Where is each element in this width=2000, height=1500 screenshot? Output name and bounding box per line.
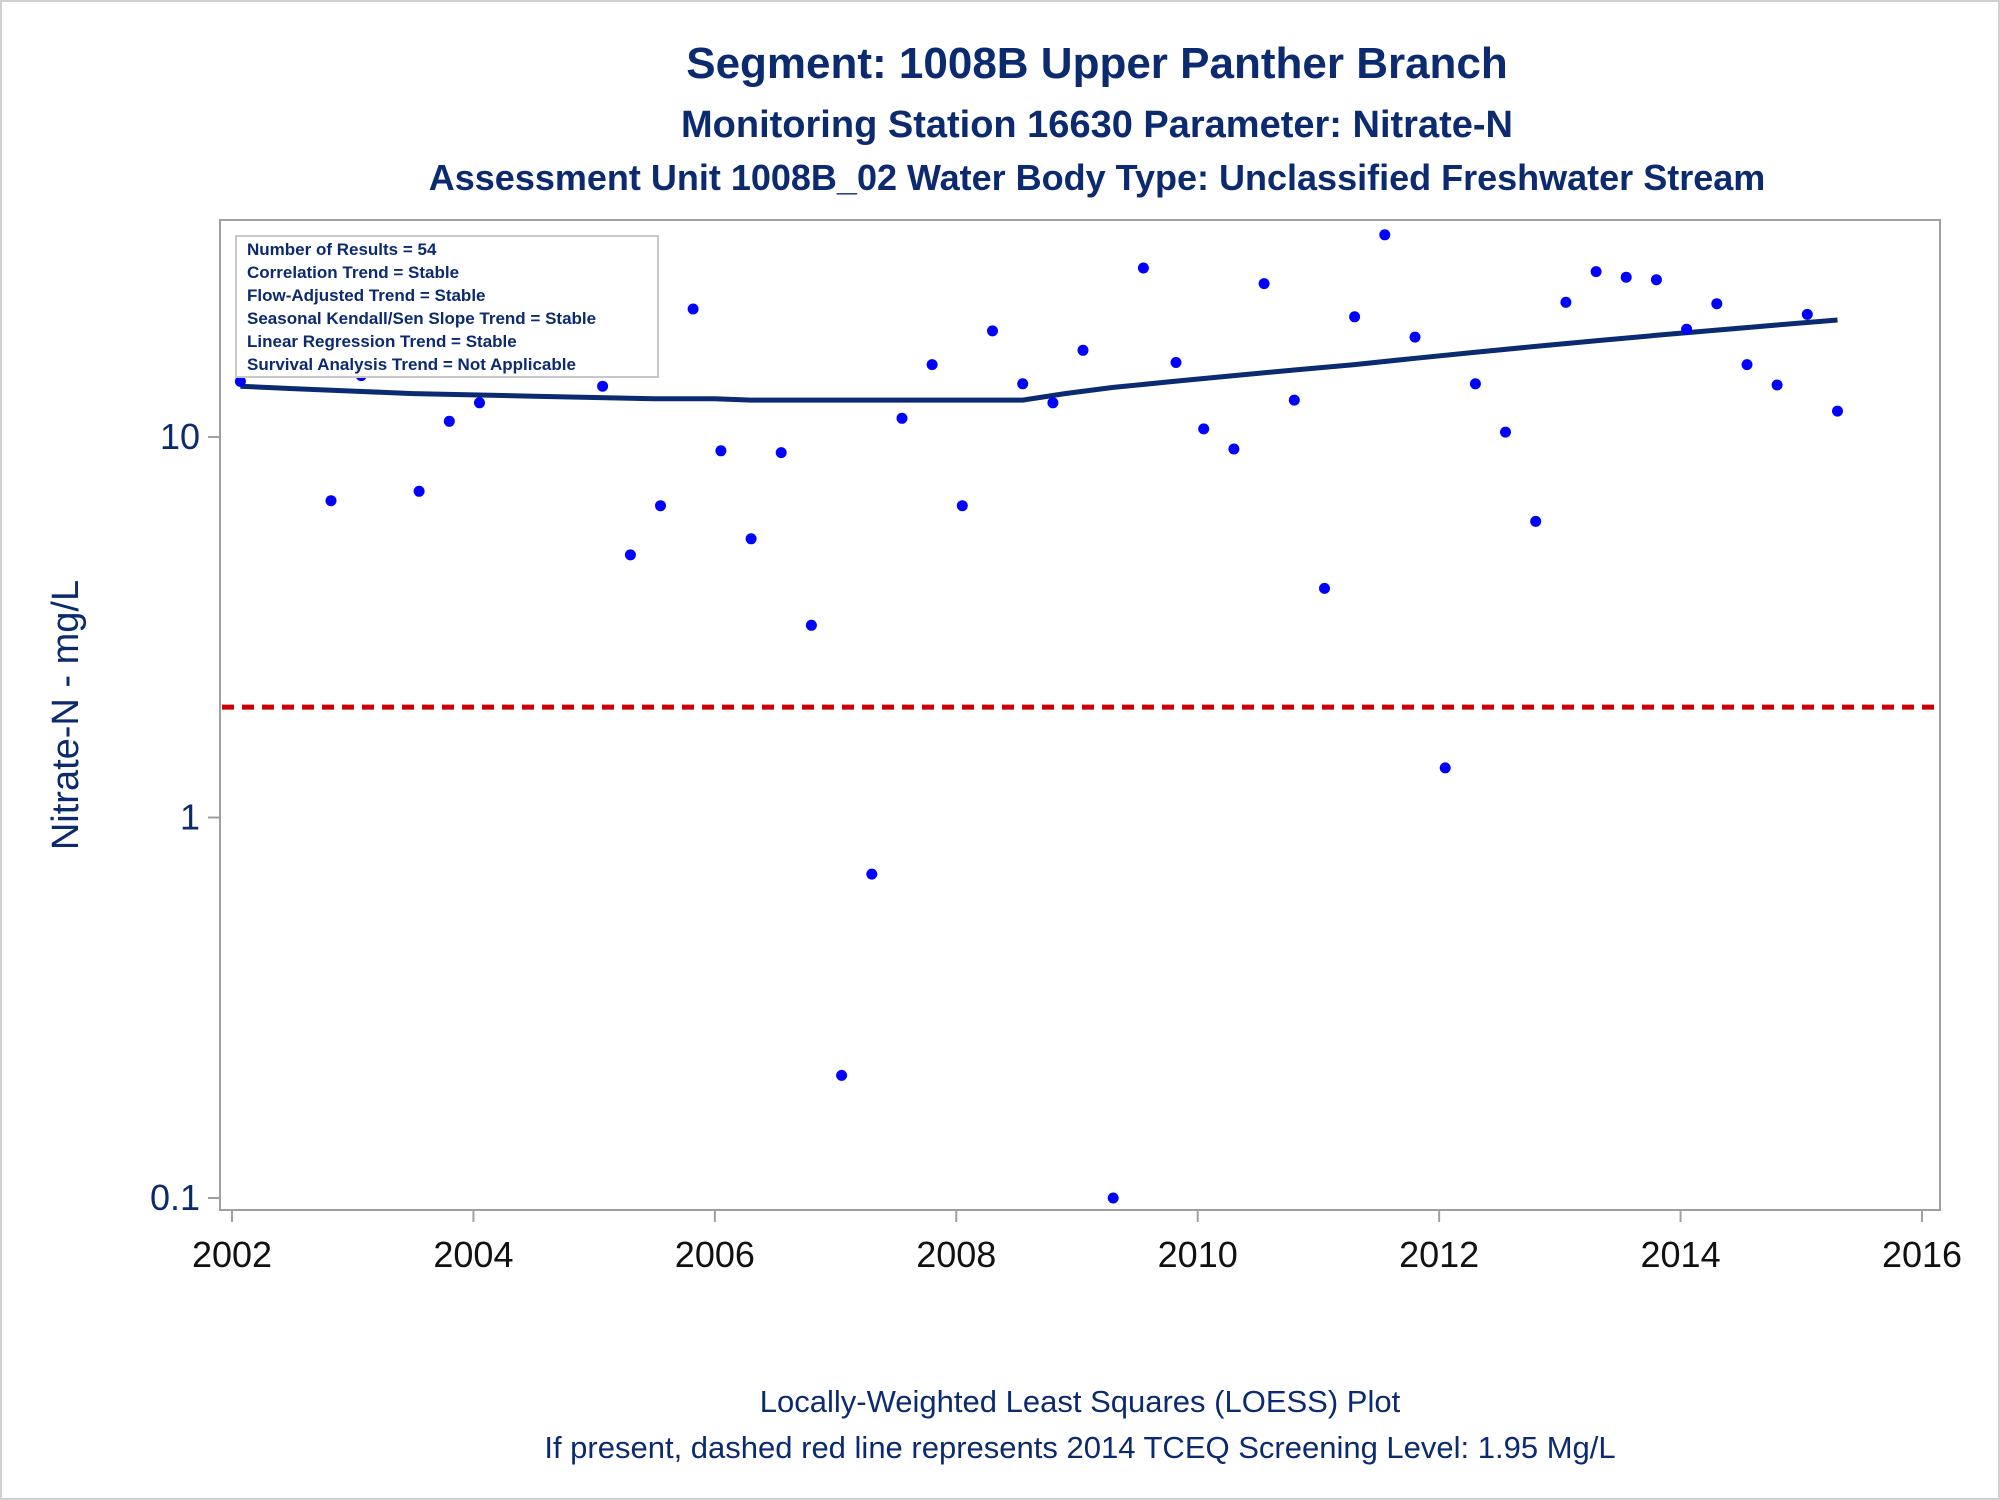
data-point xyxy=(896,412,908,424)
data-point xyxy=(1801,308,1813,320)
data-point xyxy=(234,375,246,387)
footnote-screening: If present, dashed red line represents 2… xyxy=(544,1430,1615,1465)
data-point xyxy=(1379,229,1391,241)
data-point xyxy=(1832,405,1843,417)
data-point xyxy=(1258,278,1270,290)
data-point xyxy=(474,397,485,409)
x-tick-label: 2006 xyxy=(675,1234,755,1275)
chart-subtitle-2: Assessment Unit 1008B_02 Water Body Type… xyxy=(429,157,1766,198)
loess-trend-line xyxy=(240,317,1838,403)
data-point xyxy=(866,868,878,880)
info-seasonal-kendall-trend: Seasonal Kendall/Sen Slope Trend = Stabl… xyxy=(247,309,596,328)
data-point xyxy=(1590,266,1602,278)
info-survival-analysis-trend: Survival Analysis Trend = Not Applicable xyxy=(247,355,576,374)
data-point xyxy=(443,415,455,427)
data-point xyxy=(1650,274,1662,286)
chart-subtitle: Monitoring Station 16630 Parameter: Nitr… xyxy=(681,104,1513,146)
data-point xyxy=(1170,357,1182,368)
data-point xyxy=(597,380,609,392)
data-point xyxy=(325,495,337,507)
data-point xyxy=(413,485,425,497)
info-number-of-results: Number of Results = 54 xyxy=(247,240,437,259)
data-point xyxy=(1771,379,1783,391)
x-tick-label: 2002 xyxy=(192,1234,272,1275)
y-tick-label: 10 xyxy=(160,416,200,457)
info-linear-regression-trend: Linear Regression Trend = Stable xyxy=(247,332,517,351)
y-axis-label: Nitrate-N - mg/L xyxy=(45,580,87,850)
footnote-loess: Locally-Weighted Least Squares (LOESS) P… xyxy=(760,1384,1401,1419)
y-axis: 0.1 1 10 xyxy=(150,416,220,1218)
y-tick-label: 0.1 xyxy=(150,1177,200,1218)
data-point xyxy=(805,619,817,631)
data-point xyxy=(1017,378,1029,390)
data-point xyxy=(624,549,636,561)
chart-title: Segment: 1008B Upper Panther Branch xyxy=(686,39,1508,88)
data-point xyxy=(775,447,787,459)
data-point xyxy=(1741,359,1753,371)
data-point xyxy=(1137,262,1149,274)
data-point xyxy=(715,445,727,457)
data-point xyxy=(1560,296,1572,308)
data-point xyxy=(1047,397,1059,409)
x-tick-label: 2004 xyxy=(433,1234,513,1275)
data-point xyxy=(1349,311,1361,323)
data-point xyxy=(987,325,998,337)
data-point xyxy=(1107,1192,1119,1204)
x-tick-label: 2010 xyxy=(1158,1234,1238,1275)
data-point xyxy=(926,359,938,371)
x-tick-label: 2012 xyxy=(1399,1234,1479,1275)
data-point xyxy=(687,303,699,315)
x-tick-label: 2014 xyxy=(1641,1234,1721,1275)
data-point xyxy=(836,1069,848,1081)
info-flow-adjusted-trend: Flow-Adjusted Trend = Stable xyxy=(247,286,486,305)
data-point xyxy=(1409,331,1421,343)
x-axis: 2002 2004 2006 2008 2010 2012 2014 2016 xyxy=(192,1210,1962,1275)
data-point xyxy=(1620,271,1632,283)
data-point xyxy=(1530,515,1542,527)
data-point xyxy=(956,500,968,512)
data-point xyxy=(1469,378,1481,390)
info-box: Number of Results = 54 Correlation Trend… xyxy=(235,235,659,378)
info-box-border xyxy=(235,235,659,378)
data-point xyxy=(1077,344,1089,356)
y-tick-label: 1 xyxy=(180,797,200,838)
x-tick-label: 2016 xyxy=(1882,1234,1962,1275)
data-point xyxy=(1500,426,1511,438)
data-point xyxy=(745,533,757,545)
plot-area xyxy=(219,219,1941,1211)
data-point xyxy=(1711,298,1723,310)
data-point xyxy=(1288,394,1300,406)
info-correlation-trend: Correlation Trend = Stable xyxy=(247,263,459,282)
data-point xyxy=(1681,323,1693,335)
data-point xyxy=(655,500,666,512)
data-point xyxy=(1198,423,1210,435)
data-point xyxy=(1228,443,1240,455)
data-point xyxy=(1319,582,1330,594)
data-point xyxy=(1439,762,1451,774)
x-tick-label: 2008 xyxy=(916,1234,996,1275)
